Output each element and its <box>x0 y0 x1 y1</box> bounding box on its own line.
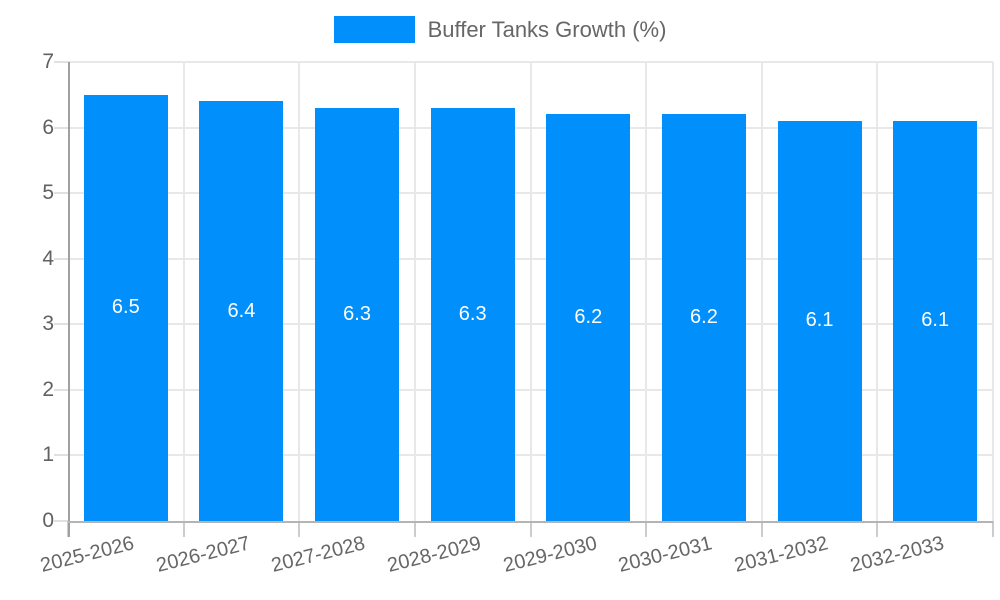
bar-2030-2031[interactable]: 6.2 <box>661 114 746 521</box>
x-axis-tick <box>413 521 416 537</box>
bar-value-label: 6.1 <box>921 309 950 332</box>
x-axis-category-label: 2031-2032 <box>732 532 831 577</box>
x-axis-category-label: 2029-2030 <box>500 532 599 577</box>
bar-value-label: 6.3 <box>343 302 371 325</box>
bar-value-label: 6.1 <box>805 309 834 332</box>
bar-2028-2029[interactable]: 6.3 <box>430 107 515 521</box>
bar-2031-2032[interactable]: 6.1 <box>777 121 862 521</box>
x-axis-category-label: 2025-2026 <box>38 532 137 577</box>
y-axis-tick-label: 1 <box>42 443 54 467</box>
y-axis-tick-label: 3 <box>42 312 54 336</box>
plot-area: 0 1 2 3 4 5 6 7 6.5 6.4 6.3 6.3 6.2 6.2 6.1 6.1 2025-202… <box>38 50 994 577</box>
x-axis-tick <box>645 521 648 537</box>
v-gridline <box>876 62 879 521</box>
y-axis-tick-label: 5 <box>42 181 54 205</box>
v-gridline <box>298 62 301 521</box>
v-gridline <box>645 62 648 521</box>
bar-2025-2026[interactable]: 6.5 <box>83 94 168 521</box>
y-axis-line <box>68 62 70 537</box>
x-axis-tick <box>992 521 994 537</box>
x-axis-category-label: 2028-2029 <box>385 532 484 577</box>
bar-value-label: 6.2 <box>690 306 718 329</box>
y-axis-tick <box>54 257 68 260</box>
legend[interactable]: Buffer Tanks Growth (%) <box>0 16 1000 43</box>
y-axis-tick-label: 4 <box>42 246 54 270</box>
legend-label: Buffer Tanks Growth (%) <box>427 17 667 42</box>
v-gridline <box>992 62 994 521</box>
x-axis-category-label: 2030-2031 <box>616 532 715 577</box>
y-axis-tick-label: 7 <box>42 50 54 73</box>
bar-2029-2030[interactable]: 6.2 <box>546 114 631 521</box>
y-axis-tick <box>54 192 68 195</box>
v-gridline <box>529 62 532 521</box>
x-axis-tick <box>876 521 879 537</box>
y-axis-tick <box>54 126 68 129</box>
x-axis-line <box>68 521 993 523</box>
y-axis-tick-label: 6 <box>42 115 54 139</box>
y-axis-tick <box>54 388 68 391</box>
v-gridline <box>182 62 185 521</box>
y-axis-tick <box>54 323 68 326</box>
x-axis-category-label: 2032-2033 <box>847 532 946 577</box>
y-axis-tick-label: 0 <box>42 509 54 532</box>
y-axis-tick <box>54 61 68 63</box>
y-axis-tick <box>54 520 68 522</box>
y-axis-tick-label: 2 <box>42 377 54 401</box>
bar-value-label: 6.4 <box>227 299 256 322</box>
bar-value-label: 6.3 <box>458 302 487 325</box>
bar-2026-2027[interactable]: 6.4 <box>199 101 284 521</box>
bar-2027-2028[interactable]: 6.3 <box>315 107 400 521</box>
x-axis-tick <box>760 521 763 537</box>
bar-value-label: 6.5 <box>111 296 140 319</box>
v-gridline <box>413 62 416 521</box>
y-axis-tick <box>54 454 68 457</box>
x-axis-category-label: 2027-2028 <box>269 532 368 577</box>
v-gridline <box>760 62 763 521</box>
x-axis-category-label: 2026-2027 <box>153 532 253 577</box>
legend-swatch <box>333 16 415 43</box>
x-axis-tick <box>298 521 301 537</box>
x-axis-tick <box>529 521 532 537</box>
bar-value-label: 6.2 <box>574 306 603 329</box>
x-axis-tick <box>182 521 185 537</box>
bar-2032-2033[interactable]: 6.1 <box>893 121 978 521</box>
